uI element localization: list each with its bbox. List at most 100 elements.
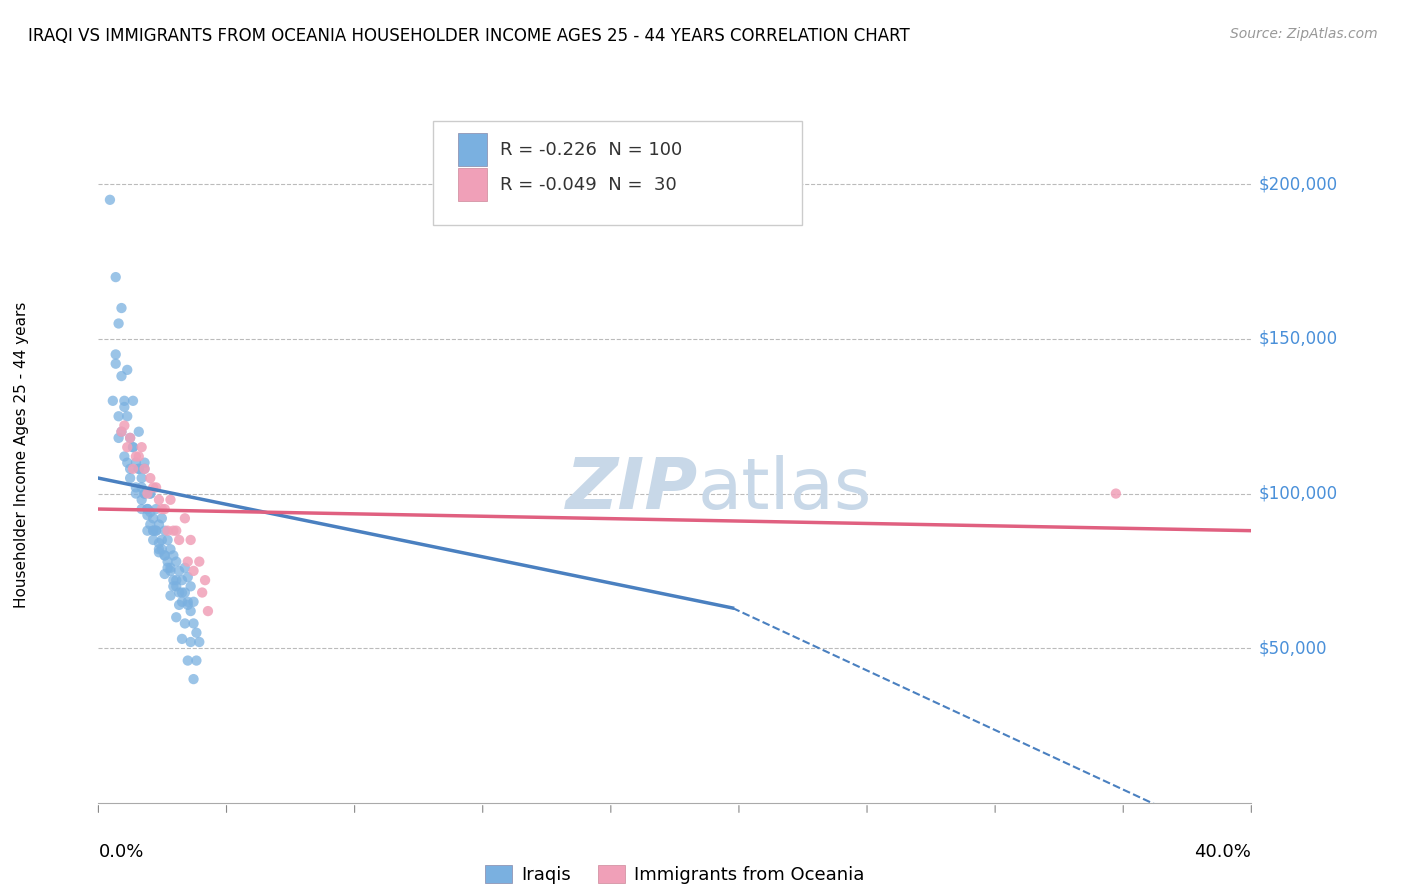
Point (150, 542, 173, 557)
Point (153, 524, 176, 538)
Point (148, 545, 170, 559)
Point (128, 450, 150, 464)
Point (165, 573, 187, 587)
Point (139, 517, 162, 532)
Point (183, 595, 205, 609)
Point (131, 492, 153, 507)
Point (142, 480, 165, 494)
Point (110, 369, 132, 384)
Point (177, 654, 200, 668)
Point (131, 440, 153, 454)
Point (136, 502, 159, 516)
Point (125, 480, 148, 494)
Point (117, 409, 138, 424)
Point (148, 536, 170, 550)
Point (148, 542, 170, 557)
Point (162, 573, 184, 587)
Bar (458, 168, 486, 201)
Point (145, 502, 167, 516)
Point (162, 549, 184, 563)
Point (134, 462, 156, 476)
Point (174, 511, 197, 525)
Point (122, 393, 145, 408)
Point (120, 462, 142, 476)
Point (183, 672, 205, 686)
Point (162, 524, 184, 538)
Point (125, 456, 148, 470)
Point (104, 357, 127, 371)
Point (128, 425, 150, 439)
Point (186, 625, 208, 640)
Text: IRAQI VS IMMIGRANTS FROM OCEANIA HOUSEHOLDER INCOME AGES 25 - 44 YEARS CORRELATI: IRAQI VS IMMIGRANTS FROM OCEANIA HOUSEHO… (28, 27, 910, 45)
Point (159, 561, 181, 575)
Point (112, 450, 135, 464)
Point (177, 598, 200, 612)
Point (122, 440, 145, 454)
Point (134, 462, 156, 476)
Point (112, 400, 135, 414)
Point (159, 542, 181, 557)
Point (117, 363, 138, 377)
Point (188, 555, 211, 569)
Text: $50,000: $50,000 (1258, 640, 1327, 657)
Bar (458, 133, 486, 166)
Point (139, 471, 162, 485)
Point (167, 598, 190, 612)
Point (174, 616, 197, 631)
Point (177, 570, 200, 584)
Point (107, 317, 129, 331)
Point (170, 585, 193, 599)
Point (128, 462, 150, 476)
Point (165, 524, 187, 538)
Point (107, 431, 129, 445)
Point (131, 471, 153, 485)
Point (112, 393, 135, 408)
Text: $100,000: $100,000 (1258, 484, 1337, 502)
Point (125, 450, 148, 464)
Point (107, 409, 129, 424)
Point (191, 585, 214, 599)
Text: atlas: atlas (697, 455, 872, 524)
Point (98, 193, 121, 207)
Point (112, 418, 135, 433)
Point (165, 579, 187, 593)
Point (120, 431, 142, 445)
Point (110, 301, 132, 315)
Point (165, 555, 187, 569)
Point (145, 524, 167, 538)
Point (177, 595, 200, 609)
Point (150, 502, 173, 516)
Point (183, 564, 205, 578)
Point (153, 566, 176, 581)
Point (162, 579, 184, 593)
Point (110, 425, 132, 439)
Point (180, 604, 202, 618)
Point (117, 456, 138, 470)
Point (110, 425, 132, 439)
Legend: Iraqis, Immigrants from Oceania: Iraqis, Immigrants from Oceania (485, 865, 865, 884)
Point (156, 555, 179, 569)
Point (134, 486, 156, 500)
Point (186, 654, 208, 668)
Point (142, 524, 165, 538)
Point (159, 589, 181, 603)
Point (159, 564, 181, 578)
Point (131, 480, 153, 494)
Point (156, 524, 179, 538)
Point (167, 585, 190, 599)
Point (165, 610, 187, 624)
Point (139, 486, 162, 500)
Point (148, 492, 170, 507)
Point (139, 505, 162, 519)
Point (128, 462, 150, 476)
Point (142, 533, 165, 547)
Point (197, 604, 219, 618)
Point (156, 533, 179, 547)
Point (122, 440, 145, 454)
Point (170, 573, 193, 587)
Point (145, 524, 167, 538)
Point (134, 486, 156, 500)
Point (150, 533, 173, 547)
Point (174, 561, 197, 575)
Text: R = -0.049  N =  30: R = -0.049 N = 30 (499, 176, 676, 194)
